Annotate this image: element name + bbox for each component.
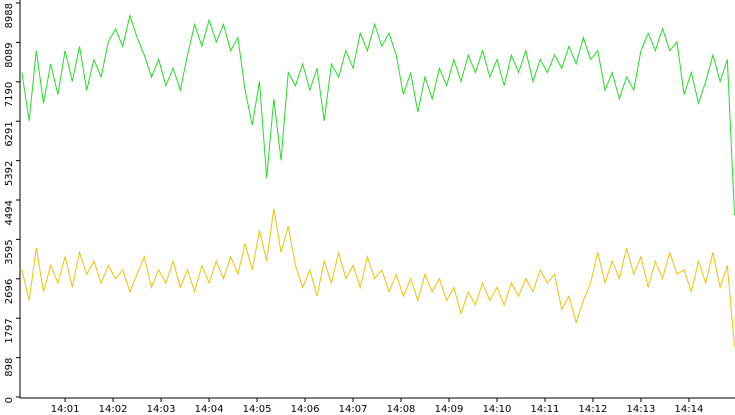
y-tick-label: 4494 bbox=[4, 200, 15, 225]
y-tick-label: 1797 bbox=[4, 318, 15, 343]
y-tick-label: 8089 bbox=[4, 42, 15, 67]
x-tick-label: 14:09 bbox=[435, 404, 464, 415]
x-tick-label: 14:05 bbox=[243, 404, 272, 415]
y-tick-label: 8988 bbox=[4, 3, 15, 28]
series-line bbox=[21, 208, 735, 347]
x-tick-label: 14:01 bbox=[51, 404, 80, 415]
x-tick-label: 14:11 bbox=[531, 404, 560, 415]
x-tick-label: 14:02 bbox=[99, 404, 128, 415]
y-tick-label: 2696 bbox=[4, 279, 15, 304]
x-tick-label: 14:13 bbox=[627, 404, 656, 415]
series-line bbox=[21, 13, 735, 216]
x-tick-label: 14:06 bbox=[291, 404, 320, 415]
x-tick-label: 14:08 bbox=[387, 404, 416, 415]
y-tick-label: 5392 bbox=[4, 161, 15, 186]
x-tick-label: 14:14 bbox=[675, 404, 704, 415]
y-tick-label: 6291 bbox=[4, 121, 15, 146]
x-tick-label: 14:12 bbox=[579, 404, 608, 415]
y-tick-label: 3595 bbox=[4, 239, 15, 264]
x-tick-label: 14:04 bbox=[195, 404, 224, 415]
y-tick-label: 898 bbox=[4, 358, 15, 377]
x-tick-label: 14:10 bbox=[483, 404, 512, 415]
x-tick-label: 14:07 bbox=[339, 404, 368, 415]
y-tick-label: 0 bbox=[4, 397, 15, 403]
x-tick-label: 14:03 bbox=[147, 404, 176, 415]
y-tick-label: 7190 bbox=[4, 82, 15, 107]
